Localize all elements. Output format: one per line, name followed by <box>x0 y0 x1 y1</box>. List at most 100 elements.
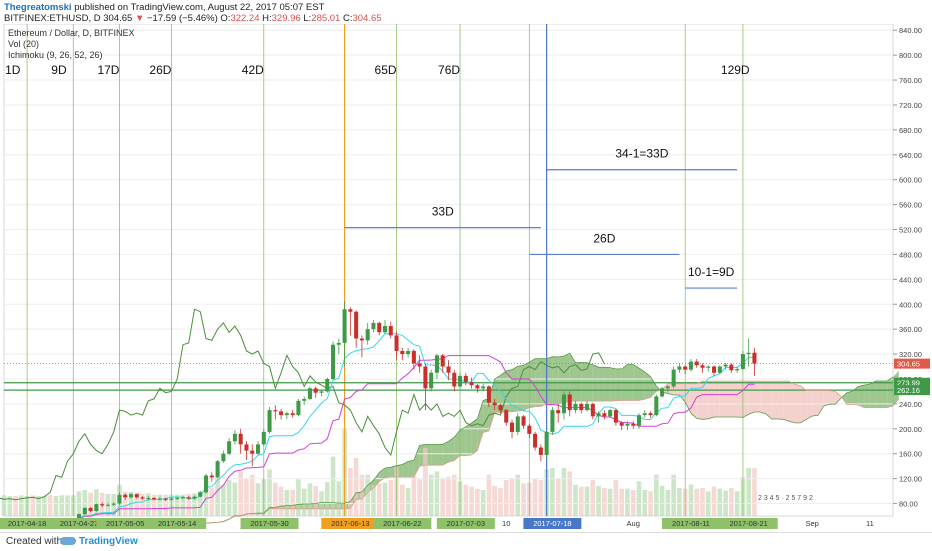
cloud-segment <box>385 467 391 477</box>
candle-body <box>712 367 716 373</box>
candle-body <box>204 476 208 493</box>
range-label: 33D <box>432 205 454 219</box>
candle-body <box>724 365 728 367</box>
volume-bar <box>94 489 99 516</box>
y-tick-label: 120.00 <box>899 475 922 484</box>
volume-bar <box>296 479 301 516</box>
volume-bar <box>729 488 734 516</box>
cloud-segment <box>610 368 616 401</box>
candle-body <box>221 454 225 461</box>
x-tick-label: 2017-06-13 <box>331 519 369 528</box>
volume-bar <box>417 479 422 516</box>
x-tick-label: 2017-04-27 <box>60 519 98 528</box>
cloud-segment <box>760 381 766 414</box>
volume-bar <box>365 475 370 516</box>
candle-body <box>700 365 704 367</box>
volume-bar <box>619 489 624 516</box>
open-value: 322.24 <box>230 13 259 24</box>
volume-bar <box>504 480 509 516</box>
volume-bar <box>348 468 353 516</box>
published-text: published on TradingView.com, August 22,… <box>74 2 324 13</box>
candle-body <box>169 499 173 500</box>
volume-bar <box>360 475 365 516</box>
volume-bar <box>591 480 596 516</box>
candle-body <box>366 329 370 340</box>
candle-body <box>614 410 618 422</box>
close-value: 304.65 <box>352 13 381 24</box>
candle-body <box>677 367 681 370</box>
legend-ichimoku: Ichimoku (9, 26, 52, 26) <box>8 50 103 60</box>
candle-body <box>441 355 445 366</box>
candle-body <box>649 413 653 415</box>
volume-bar <box>637 481 642 516</box>
candle-body <box>123 495 127 497</box>
day-count-label: 129D <box>721 63 750 77</box>
tradingview-logo[interactable]: TradingView <box>60 536 138 547</box>
range-label: 10-1=9D <box>688 265 735 279</box>
x-tick-label: Sep <box>806 519 819 528</box>
volume-bar <box>660 486 665 516</box>
x-tick-label: 2017-05-30 <box>250 519 288 528</box>
volume-bar <box>383 483 388 516</box>
x-tick-label: Aug <box>627 519 640 528</box>
candle-body <box>198 492 202 496</box>
volume-bar <box>654 475 659 516</box>
author-name[interactable]: Thegreatomski <box>4 2 72 13</box>
candle-body <box>83 508 87 514</box>
candle-body <box>227 441 231 453</box>
low-value: 285.01 <box>311 13 340 24</box>
cloud-segment <box>806 391 812 420</box>
volume-bar <box>533 478 538 516</box>
volume-bar <box>671 475 676 516</box>
change-down-icon: ▼ <box>135 13 144 24</box>
price-axis[interactable]: 80.00120.00160.00200.00240.00280.00320.0… <box>893 26 930 508</box>
volume-bar <box>279 487 284 516</box>
volume-bar <box>642 490 647 516</box>
candle-body <box>498 405 502 410</box>
candle-body <box>539 447 543 454</box>
candle-body <box>175 498 179 499</box>
cloud-segment <box>726 381 732 417</box>
day-count-label: 76D <box>438 63 460 77</box>
y-tick-label: 80.00 <box>899 500 918 509</box>
candle-body <box>187 497 191 498</box>
cloud-segment <box>783 381 789 421</box>
x-tick-label: 10 <box>502 519 510 528</box>
cloud-segment <box>616 369 622 401</box>
symbol-line: BITFINEX:ETHUSD, D 304.65 ▼ −17.59 (−5.4… <box>4 13 382 24</box>
y-tick-label: 440.00 <box>899 275 922 284</box>
candle-body <box>585 404 589 410</box>
candle-body <box>435 355 439 372</box>
candle-body <box>406 351 410 354</box>
candle-body <box>637 415 641 426</box>
candle-body <box>556 410 560 413</box>
cloud-segment <box>812 391 818 417</box>
volume-bar <box>475 489 480 516</box>
candle-body <box>568 395 572 411</box>
y-tick-label: 640.00 <box>899 151 922 160</box>
candle-body <box>291 413 295 415</box>
volume-bar <box>238 471 243 516</box>
cloud-segment <box>697 381 703 419</box>
candle-body <box>192 497 196 499</box>
candle-body <box>395 335 399 351</box>
candle-body <box>602 413 606 416</box>
volume-bar <box>429 475 434 516</box>
candle-body <box>683 367 687 370</box>
candle-body <box>360 339 364 341</box>
candle-body <box>666 386 670 388</box>
volume-bar <box>377 483 382 516</box>
cloud-segment <box>720 381 726 417</box>
candle-body <box>135 494 139 497</box>
volume-bar <box>412 476 417 516</box>
y-tick-label: 520.00 <box>899 226 922 235</box>
volume-bar <box>400 485 405 516</box>
cloud-segment <box>772 381 778 419</box>
cloud-segment <box>749 381 755 414</box>
candle-body <box>654 396 658 415</box>
cloud-segment <box>830 391 836 405</box>
volume-bar <box>290 490 295 516</box>
candle-body <box>562 395 566 414</box>
candle-body <box>464 376 468 382</box>
